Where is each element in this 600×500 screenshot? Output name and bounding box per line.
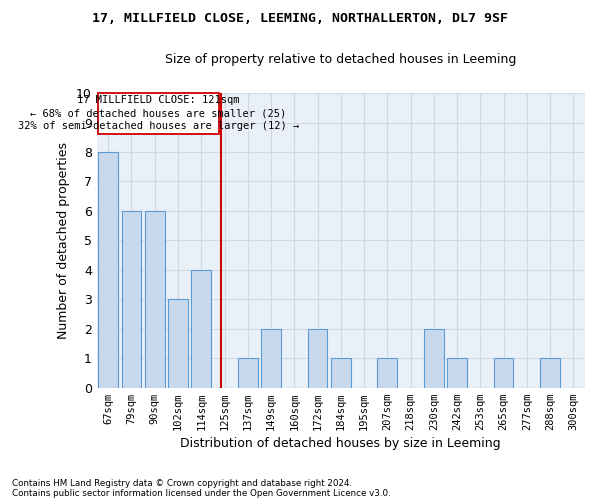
X-axis label: Distribution of detached houses by size in Leeming: Distribution of detached houses by size …	[181, 437, 501, 450]
Bar	[494, 358, 514, 388]
Bar	[308, 329, 328, 388]
Bar	[122, 211, 142, 388]
Text: Contains public sector information licensed under the Open Government Licence v3: Contains public sector information licen…	[12, 488, 391, 498]
Bar	[98, 152, 118, 388]
Text: 17 MILLFIELD CLOSE: 121sqm: 17 MILLFIELD CLOSE: 121sqm	[77, 96, 240, 106]
Text: ← 68% of detached houses are smaller (25): ← 68% of detached houses are smaller (25…	[31, 108, 287, 118]
Bar	[168, 300, 188, 388]
Text: Contains HM Land Registry data © Crown copyright and database right 2024.: Contains HM Land Registry data © Crown c…	[12, 478, 352, 488]
Bar	[424, 329, 444, 388]
Text: 32% of semi-detached houses are larger (12) →: 32% of semi-detached houses are larger (…	[18, 122, 299, 132]
Bar	[145, 211, 164, 388]
Bar	[191, 270, 211, 388]
Bar	[238, 358, 257, 388]
Bar	[261, 329, 281, 388]
Title: Size of property relative to detached houses in Leeming: Size of property relative to detached ho…	[165, 52, 517, 66]
Text: 17, MILLFIELD CLOSE, LEEMING, NORTHALLERTON, DL7 9SF: 17, MILLFIELD CLOSE, LEEMING, NORTHALLER…	[92, 12, 508, 26]
FancyBboxPatch shape	[98, 93, 220, 134]
Bar	[540, 358, 560, 388]
Bar	[331, 358, 350, 388]
Y-axis label: Number of detached properties: Number of detached properties	[58, 142, 70, 339]
Bar	[447, 358, 467, 388]
Bar	[377, 358, 397, 388]
